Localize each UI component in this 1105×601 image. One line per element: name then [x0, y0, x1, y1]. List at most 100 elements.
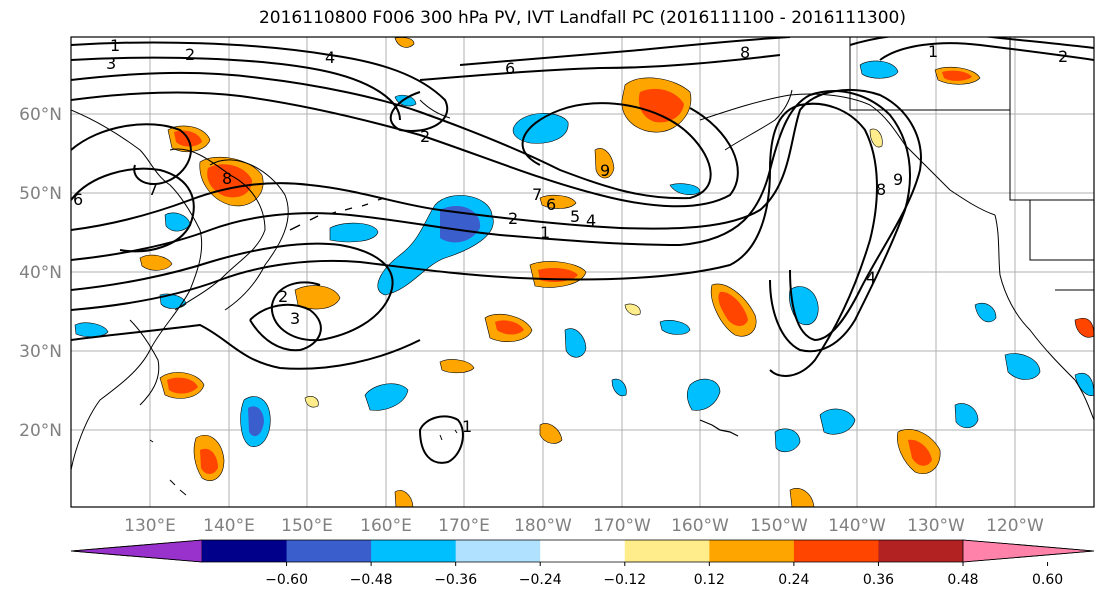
contour-label: 3 — [106, 54, 116, 73]
colorbar-tick-label: 0.48 — [947, 572, 978, 588]
lat-label: 40°N — [19, 263, 62, 283]
positive-anomaly-core — [908, 439, 932, 466]
lon-label: 130°W — [907, 516, 965, 536]
contour-label: 7 — [532, 185, 542, 204]
positive-anomaly-region — [624, 303, 641, 316]
contour-label: 2 — [1058, 47, 1068, 66]
negative-anomaly-region — [819, 408, 856, 435]
colorbar-segment — [540, 540, 626, 562]
contour-label: 9 — [600, 161, 610, 180]
negative-anomaly-region — [1004, 353, 1041, 380]
colorbar-segment — [202, 540, 288, 562]
negative-anomaly-region — [364, 383, 409, 411]
lon-label: 130°E — [124, 516, 176, 536]
contour-label: 6 — [546, 195, 556, 214]
colorbar-tick-label: −0.12 — [603, 572, 646, 588]
contour-label: 8 — [222, 169, 232, 188]
colorbar-outline — [70, 539, 1095, 563]
colorbar-tick-label: −0.24 — [519, 572, 562, 588]
contour-label: 1 — [462, 417, 472, 436]
positive-anomaly-core — [638, 88, 684, 123]
positive-anomaly-region — [789, 488, 815, 507]
positive-anomaly-region — [439, 359, 475, 374]
contour-label: 1 — [540, 223, 550, 242]
positive-anomaly-region — [394, 490, 414, 507]
colorbar-segment — [624, 540, 710, 562]
positive-anomaly-core — [718, 291, 748, 326]
colorbar-segment — [286, 540, 372, 562]
negative-anomaly-region — [564, 328, 587, 358]
contour-label: 7 — [148, 180, 158, 199]
contour-label: 6 — [73, 190, 83, 209]
pv-contours — [71, 37, 1094, 464]
positive-anomaly-region — [304, 396, 319, 408]
lat-label: 50°N — [19, 184, 62, 204]
positive-anomaly-region — [139, 254, 173, 271]
colorbar-tick-label: 0.24 — [778, 572, 809, 588]
positive-anomaly-core — [200, 448, 218, 474]
contour-label: 9 — [893, 170, 903, 189]
contour-label: 2 — [185, 45, 195, 64]
contour-label: 2 — [278, 287, 288, 306]
colorbar — [70, 539, 1095, 563]
lon-label: 180°W — [514, 516, 572, 536]
contour-label: 8 — [876, 180, 886, 199]
negative-anomaly-region — [788, 286, 819, 326]
negative-anomaly-region — [686, 378, 721, 411]
contour-label: 2 — [420, 127, 430, 146]
positive-anomaly-region — [1074, 317, 1094, 338]
negative-anomaly-region — [774, 428, 801, 453]
contour-label: 6 — [505, 59, 515, 78]
latitude-labels: 60°N 50°N 40°N 30°N 20°N — [19, 105, 62, 441]
contour-label: 4 — [325, 48, 335, 67]
colorbar-segment — [878, 540, 964, 562]
longitude-labels: 130°E 140°E 150°E 160°E 170°E 180°W 170°… — [124, 516, 1044, 536]
contour-label: 1 — [110, 36, 120, 55]
contour-labels: 1 2 3 4 6 8 2 7 6 5 4 2 1 7 8 9 2 3 1 8 … — [73, 36, 1068, 436]
colorbar-segment — [455, 540, 541, 562]
positive-anomaly-core — [207, 164, 252, 198]
negative-anomaly-region — [669, 183, 701, 195]
negative-anomaly-region — [859, 60, 899, 79]
lon-label: 140°W — [828, 516, 886, 536]
positive-anomaly-core — [167, 377, 198, 394]
colorbar-tick-label: 0.60 — [1032, 572, 1063, 588]
contour-label: 8 — [740, 43, 750, 62]
lon-label: 160°W — [671, 516, 729, 536]
lon-label: 150°W — [750, 516, 808, 536]
lon-label: 150°E — [281, 516, 333, 536]
lat-label: 60°N — [19, 105, 62, 125]
negative-anomaly-region — [954, 403, 979, 429]
lat-label: 30°N — [19, 342, 62, 362]
contour-label: 4 — [586, 211, 596, 230]
negative-anomaly-region — [611, 378, 627, 397]
ivt-anomaly-fills — [74, 37, 1094, 507]
lat-label: 20°N — [19, 421, 62, 441]
contour-label: 4 — [866, 268, 876, 287]
lon-label: 120°W — [986, 516, 1044, 536]
negative-anomaly-region — [329, 222, 379, 243]
colorbar-tick-label: −0.48 — [350, 572, 393, 588]
colorbar-segment — [793, 540, 879, 562]
contour-label: 1 — [928, 42, 938, 61]
positive-anomaly-core — [495, 320, 524, 335]
contour-label: 3 — [290, 309, 300, 328]
colorbar-tick-label: 0.36 — [863, 572, 894, 588]
contour-label: 2 — [508, 209, 518, 228]
negative-anomaly-core — [440, 206, 481, 243]
negative-anomaly-region — [74, 322, 109, 338]
colorbar-tick-label: −0.60 — [265, 572, 308, 588]
negative-anomaly-core — [248, 406, 264, 437]
positive-anomaly-region — [539, 423, 563, 444]
lon-label: 170°E — [438, 516, 490, 536]
graticule — [71, 37, 1094, 507]
negative-anomaly-region — [512, 113, 569, 144]
negative-anomaly-region — [659, 320, 691, 335]
lon-label: 170°W — [593, 516, 651, 536]
negative-anomaly-region — [974, 302, 997, 323]
positive-anomaly-region — [539, 194, 577, 209]
positive-anomaly-core — [942, 70, 972, 81]
colorbar-extend-low — [70, 539, 203, 563]
lon-label: 160°E — [360, 516, 412, 536]
